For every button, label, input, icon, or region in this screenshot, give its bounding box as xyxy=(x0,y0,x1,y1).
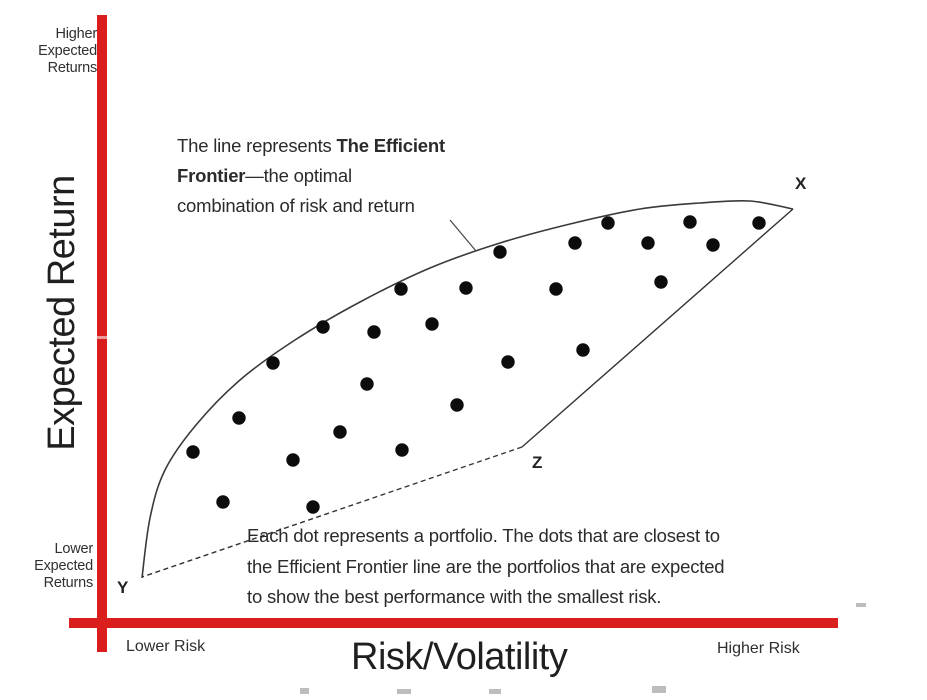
portfolio-dot xyxy=(306,500,320,514)
y-axis-title: Expected Return xyxy=(41,175,83,451)
frontier-annotation-text: combination of risk and return xyxy=(177,195,415,216)
portfolio-dot xyxy=(683,215,697,229)
portfolio-dot xyxy=(316,320,330,334)
frontier-and-portfolio-dots xyxy=(141,199,794,579)
dots-annotation: Each dot represents a portfolio. The dot… xyxy=(247,525,725,607)
boundary-line-y-z xyxy=(141,446,523,578)
frontier-annotation-bold: The Efficient xyxy=(336,135,446,156)
portfolio-dot xyxy=(576,343,590,357)
point-label-z: Z xyxy=(532,453,543,472)
y-axis-line xyxy=(97,15,107,652)
portfolio-dot xyxy=(186,445,200,459)
portfolio-dot xyxy=(601,216,615,230)
portfolio-dot xyxy=(568,236,582,250)
portfolio-dot xyxy=(266,356,280,370)
x-axis-title: Risk/Volatility xyxy=(351,636,568,678)
portfolio-dot xyxy=(459,281,473,295)
x-axis-right-label: Higher Risk xyxy=(717,640,800,657)
portfolio-dot xyxy=(501,355,515,369)
portfolio-dot xyxy=(641,236,655,250)
frontier-annotation-text: —the optimal xyxy=(245,165,352,186)
portfolio-dot xyxy=(752,216,766,230)
frontier-annotation: The line represents The Efficient Fronti… xyxy=(177,131,487,221)
portfolio-dot xyxy=(395,443,409,457)
portfolio-dot xyxy=(216,495,230,509)
portfolio-dot xyxy=(549,282,563,296)
portfolio-dot xyxy=(333,425,347,439)
portfolio-dot xyxy=(232,411,246,425)
y-axis-joint-gap xyxy=(96,336,108,339)
portfolio-dot xyxy=(367,325,381,339)
portfolio-dot xyxy=(706,238,720,252)
axes xyxy=(69,15,838,652)
cutoff-text-marks xyxy=(300,603,866,694)
portfolio-dot xyxy=(394,282,408,296)
y-axis-top-label: Higher Expected Returns xyxy=(38,26,97,76)
efficient-frontier-curve xyxy=(141,199,794,579)
x-axis-left-label: Lower Risk xyxy=(126,638,206,655)
x-axis-line xyxy=(69,618,838,628)
portfolio-dot xyxy=(360,377,374,391)
boundary-line-z-x xyxy=(521,208,794,448)
portfolio-dot xyxy=(654,275,668,289)
portfolio-dot xyxy=(425,317,439,331)
annotation-leader-line xyxy=(449,219,477,252)
point-label-x: X xyxy=(795,174,807,193)
portfolio-dot xyxy=(450,398,464,412)
portfolio-dot xyxy=(493,245,507,259)
portfolio-dot xyxy=(286,453,300,467)
y-axis-bottom-label: Lower Expected Returns xyxy=(34,541,93,591)
point-label-y: Y xyxy=(117,578,129,597)
frontier-annotation-bold: Frontier xyxy=(177,165,246,186)
frontier-annotation-text: The line represents xyxy=(177,135,337,156)
